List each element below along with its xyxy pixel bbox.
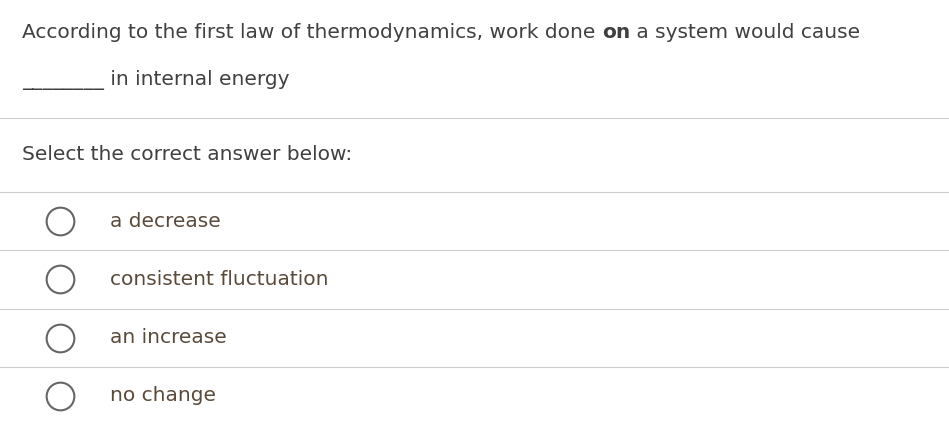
Text: ________ in internal energy: ________ in internal energy	[22, 70, 289, 90]
Text: consistent fluctuation: consistent fluctuation	[110, 270, 328, 289]
Text: a decrease: a decrease	[110, 212, 221, 230]
Text: an increase: an increase	[110, 328, 227, 347]
Text: a system would cause: a system would cause	[630, 22, 860, 42]
Text: no change: no change	[110, 387, 216, 405]
Text: According to the first law of thermodynamics, work done: According to the first law of thermodyna…	[22, 22, 602, 42]
Text: on: on	[602, 22, 630, 42]
Text: Select the correct answer below:: Select the correct answer below:	[22, 145, 352, 165]
